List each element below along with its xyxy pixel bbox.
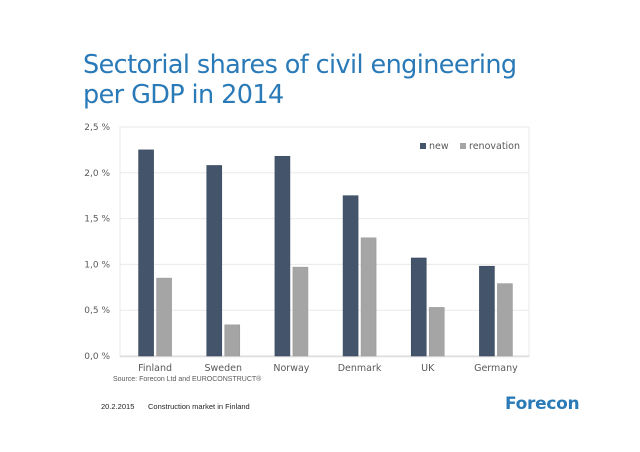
legend: new renovation [420, 141, 520, 152]
y-tick-label: 0,5 % [84, 306, 110, 316]
y-tick-label: 2,5 % [84, 123, 110, 133]
y-axis-ticks: 0,0 % 0,5 % 1,0 % 1,5 % 2,0 % 2,5 % [84, 123, 110, 362]
slide-title-line-1: Sectorial shares of civil engineering [83, 50, 517, 80]
source-note: Source: Forecon Ltd and EUROCONSTRUCT® [113, 376, 262, 383]
forecon-logo: Forecon [505, 394, 580, 414]
slide-title: Sectorial shares of civil engineering pe… [83, 50, 517, 110]
bars [138, 149, 513, 357]
y-tick-label: 2,0 % [84, 169, 110, 179]
bar-renovation-uk [428, 307, 445, 357]
bar-new-germany [479, 265, 495, 357]
gridlines [120, 126, 529, 357]
x-category-label: Norway [273, 363, 309, 374]
x-category-label: Denmark [338, 363, 382, 374]
x-category-label: Finland [138, 363, 172, 374]
x-category-label: Sweden [204, 363, 242, 374]
footer-title: Construction market in Finland [148, 402, 250, 411]
bar-new-sweden [206, 165, 223, 357]
bar-new-finland [138, 149, 154, 357]
bar-renovation-norway [292, 266, 309, 357]
x-category-label: UK [421, 363, 435, 374]
y-tick-label: 1,0 % [84, 260, 110, 270]
y-tick-label: 1,5 % [84, 215, 110, 225]
legend-swatch-new [420, 143, 426, 149]
y-tick-label: 0,0 % [84, 352, 110, 362]
x-category-label: Germany [474, 363, 518, 374]
bar-new-norway [274, 156, 291, 357]
legend-label-new: new [429, 141, 449, 152]
bar-renovation-denmark [360, 237, 377, 357]
x-axis-categories: Finland Sweden Norway Denmark UK Germany [138, 363, 518, 374]
bar-new-uk [410, 257, 427, 357]
bar-renovation-sweden [224, 324, 241, 357]
plot-area [119, 126, 530, 358]
bar-renovation-finland [156, 277, 172, 357]
footer-date: 20.2.2015 [101, 402, 135, 411]
legend-label-renovation: renovation [469, 141, 520, 152]
bar-renovation-germany [497, 283, 513, 357]
slide-title-line-2: per GDP in 2014 [83, 80, 284, 110]
legend-swatch-renovation [460, 143, 466, 149]
bar-new-denmark [342, 195, 359, 357]
